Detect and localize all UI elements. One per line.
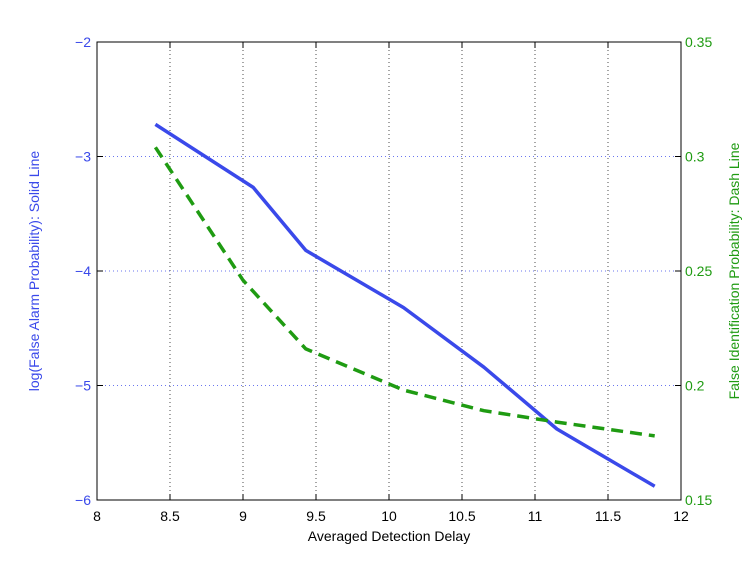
y-right-tick-labels: 0.15 0.2 0.25 0.3 0.35 — [685, 34, 712, 508]
x-tick-label: 10 — [381, 508, 397, 524]
x-tick-label: 12 — [673, 508, 689, 524]
y-right-axis-label: False Identification Probability: Dash L… — [726, 142, 742, 399]
x-tick-label: 10.5 — [448, 508, 475, 524]
x-tick-label: 9 — [239, 508, 247, 524]
series-layer — [153, 122, 656, 488]
y-left-axis-label: log(False Alarm Probability): Solid Line — [26, 151, 42, 392]
y-left-tick-labels: −6 −5 −4 −3 −2 — [75, 34, 91, 508]
x-tick-label: 9.5 — [306, 508, 326, 524]
false-identification-dash-line — [153, 146, 655, 438]
x-tick-label: 8.5 — [160, 508, 180, 524]
y-right-tick-label: 0.15 — [685, 492, 712, 508]
x-tick-label: 11 — [528, 508, 543, 524]
y-left-tick-label: −2 — [75, 34, 91, 50]
x-tick-label: 11.5 — [595, 508, 621, 524]
y-left-tick-label: −4 — [75, 263, 91, 279]
y-left-tick-label: −6 — [75, 492, 91, 508]
y-left-tick-label: −5 — [75, 378, 91, 394]
x-tick-label: 8 — [93, 508, 101, 524]
x-axis-label: Averaged Detection Delay — [308, 528, 470, 544]
y-right-tick-label: 0.3 — [685, 149, 705, 165]
x-tick-labels: 8 8.5 9 9.5 10 10.5 11 11.5 12 — [93, 508, 689, 524]
tick-marks — [96, 41, 682, 501]
y-right-tick-label: 0.35 — [685, 34, 712, 50]
y-left-tick-label: −3 — [75, 149, 91, 165]
y-right-tick-label: 0.25 — [685, 263, 712, 279]
y-right-tick-label: 0.2 — [685, 378, 705, 394]
false-alarm-solid-line — [154, 122, 656, 488]
